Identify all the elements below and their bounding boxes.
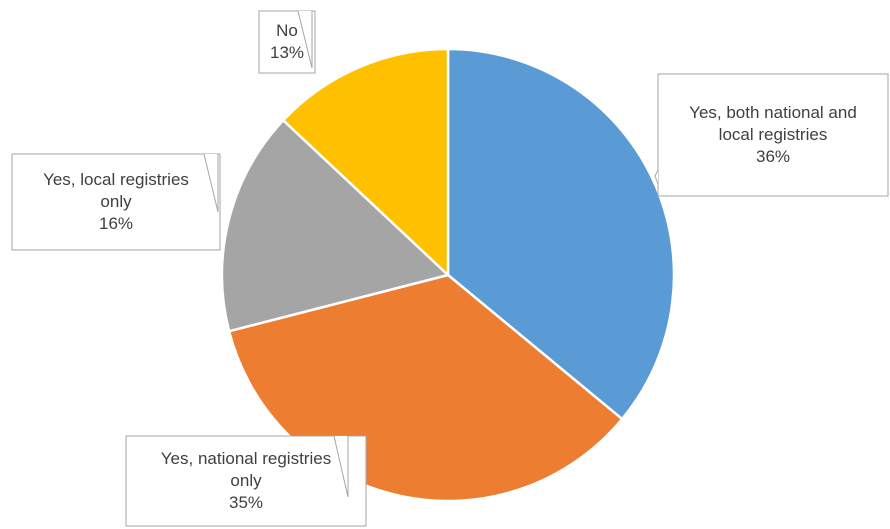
slice-category-label: local registries xyxy=(719,125,828,144)
data-label-2: Yes, national registries only 35% xyxy=(125,435,367,527)
slice-category-label: only xyxy=(230,471,262,490)
callout-pointer xyxy=(654,169,659,185)
callout-box xyxy=(11,153,221,251)
slice-value-label: 16% xyxy=(99,214,133,233)
slice-category-label: only xyxy=(100,192,132,211)
slice-category-label: Yes, local registries xyxy=(43,170,189,189)
callout-box xyxy=(657,73,889,197)
slice-value-label: 13% xyxy=(270,43,304,62)
callout-box xyxy=(125,435,367,527)
pie-slices xyxy=(220,47,676,503)
slice-value-label: 36% xyxy=(756,147,790,166)
data-label-4: No 13% xyxy=(258,10,316,74)
slice-category-label: Yes, both national and xyxy=(689,103,857,122)
slice-category-label: Yes, national registries xyxy=(161,449,331,468)
slice-value-label: 35% xyxy=(229,493,263,512)
data-label-callouts: Yes, both national and local registries 36… xyxy=(11,10,889,527)
data-label-1: Yes, both national and local registries 36… xyxy=(654,73,889,197)
pie-slice-1 xyxy=(446,47,676,421)
pie-slice-3 xyxy=(220,119,450,333)
data-label-3: Yes, local registries only 16% xyxy=(11,153,221,251)
callout-pointer xyxy=(297,10,313,69)
callout-pointer xyxy=(203,153,219,213)
pie-slice-4 xyxy=(282,47,450,277)
callout-pointer xyxy=(333,435,349,498)
slice-category-label: No xyxy=(276,21,298,40)
